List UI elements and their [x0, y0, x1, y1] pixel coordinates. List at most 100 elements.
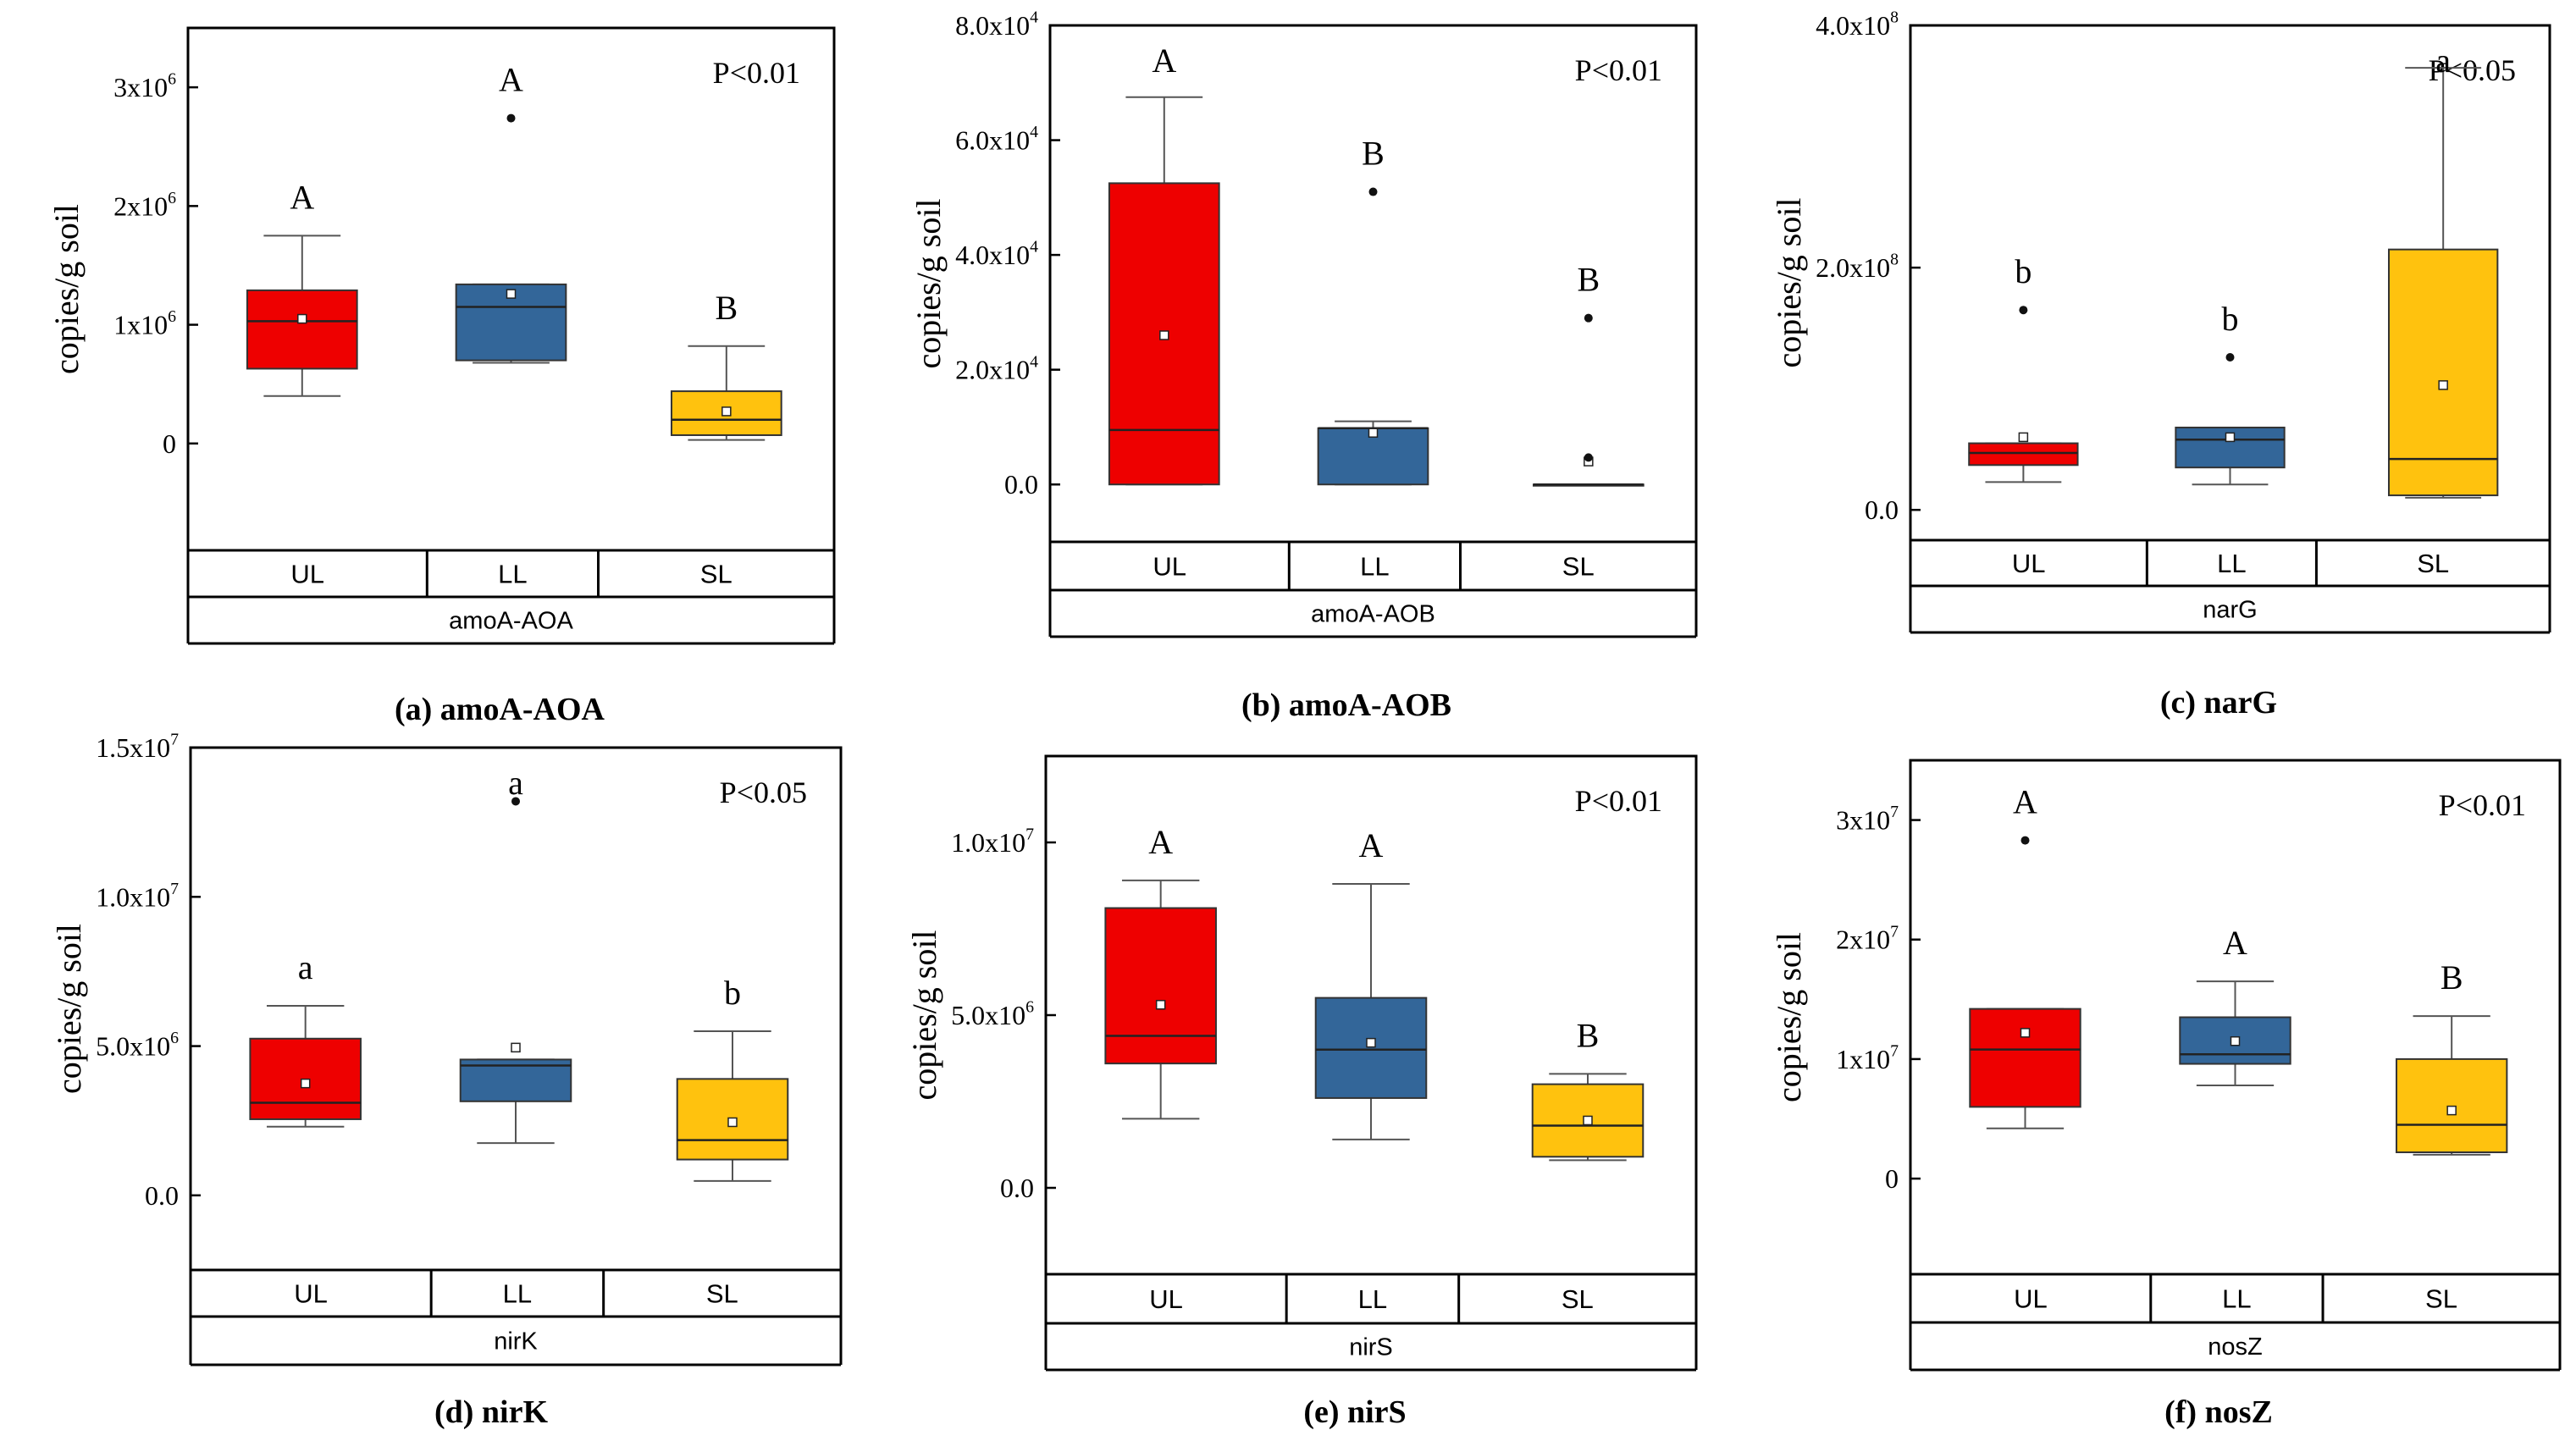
- significance-letter: b: [2222, 300, 2239, 338]
- panel-amoA-AOA: 0 1x106 2x106 3x106 copies/g soil P<0.01 A A B UL…: [47, 26, 836, 727]
- y-tick-label: 0.0: [145, 1180, 179, 1211]
- box-UL: A: [246, 178, 358, 397]
- group-label-UL: UL: [1149, 1284, 1183, 1314]
- group-label-UL: UL: [2012, 549, 2046, 578]
- outlier-point: [1584, 313, 1593, 323]
- mean-marker: [1583, 1115, 1593, 1126]
- group-label-LL: LL: [503, 1279, 532, 1309]
- box-SL: a: [2387, 41, 2499, 499]
- y-tick-label: 2.0x104: [955, 352, 1038, 384]
- group-label-LL: LL: [2217, 549, 2246, 578]
- y-tick-label: 5.0x106: [951, 998, 1034, 1030]
- mean-marker: [1155, 1000, 1166, 1010]
- panel-caption: (b) amoA-AOB: [1241, 687, 1451, 723]
- box-UL: A: [1969, 783, 2081, 1129]
- box-LL: b: [2175, 300, 2286, 486]
- significance-letter: a: [298, 948, 313, 986]
- gene-label: nirK: [494, 1328, 538, 1355]
- y-tick-label: 2x107: [1836, 922, 1899, 954]
- mean-marker: [511, 1042, 521, 1053]
- group-label-SL: SL: [700, 560, 732, 589]
- box-body: [1104, 907, 1217, 1065]
- panel-caption: (e) nirS: [1303, 1394, 1406, 1430]
- box-LL: a: [459, 764, 572, 1145]
- box-SL: B: [1532, 261, 1645, 487]
- panel-caption: (f) nosZ: [2164, 1394, 2273, 1430]
- y-tick-label: 0.0: [1865, 494, 1899, 525]
- mean-marker: [1159, 330, 1169, 340]
- panel-amoA-AOB: 0.0 2.0x104 4.0x104 6.0x104 8.0x104 copies/g …: [909, 8, 1698, 723]
- group-label-LL: LL: [2222, 1284, 2251, 1314]
- mean-marker: [2230, 1035, 2241, 1046]
- outlier-point: [506, 113, 516, 123]
- panel-caption: (a) amoA-AOA: [395, 692, 605, 727]
- mean-marker: [727, 1117, 738, 1128]
- group-label-SL: SL: [706, 1279, 738, 1309]
- p-value-label: P<0.01: [1575, 784, 1662, 818]
- box-UL: b: [1968, 252, 2079, 483]
- y-axis-title: copies/g soil: [47, 204, 86, 374]
- significance-letter: b: [724, 974, 741, 1012]
- mean-marker: [300, 1078, 311, 1089]
- y-tick-label: 1.5x107: [96, 731, 179, 763]
- box-SL: B: [1531, 1016, 1645, 1162]
- outlier-point: [1584, 453, 1593, 462]
- y-axis-title: copies/g soil: [50, 924, 88, 1094]
- outlier-point: [2225, 352, 2235, 362]
- significance-letter: b: [2015, 252, 2032, 290]
- y-tick-label: 0.0: [1000, 1173, 1034, 1203]
- significance-letter: A: [290, 178, 314, 216]
- gene-label: nosZ: [2208, 1333, 2262, 1361]
- group-label-UL: UL: [294, 1279, 328, 1309]
- gene-label: amoA-AOB: [1311, 601, 1435, 628]
- box-LL: A: [2179, 924, 2291, 1086]
- y-tick-label: 1.0x107: [951, 825, 1034, 858]
- p-value-label: P<0.05: [720, 776, 807, 809]
- p-value-label: P<0.01: [2439, 788, 2526, 822]
- plot-frame: [1909, 24, 2551, 542]
- mean-marker: [2020, 1028, 2031, 1038]
- significance-letter: A: [2013, 783, 2037, 821]
- y-axis-title: copies/g soil: [1770, 932, 1808, 1102]
- group-label-UL: UL: [2014, 1284, 2048, 1314]
- outlier-point: [2019, 306, 2028, 315]
- box-SL: B: [2395, 958, 2508, 1156]
- plot-frame: [186, 26, 836, 552]
- group-label-SL: SL: [1562, 1284, 1594, 1314]
- gene-label: nirS: [1349, 1334, 1393, 1361]
- y-tick-label: 0: [1885, 1163, 1899, 1194]
- y-tick-label: 1x107: [1836, 1042, 1899, 1074]
- y-tick-label: 6.0x104: [955, 123, 1038, 155]
- p-value-label: P<0.01: [1575, 53, 1662, 87]
- panel-nosZ: 0 1x107 2x107 3x107 copies/g soil P<0.01 A A B UL…: [1770, 759, 2562, 1430]
- y-tick-label: 2.0x108: [1816, 251, 1899, 283]
- significance-letter: a: [508, 764, 523, 802]
- y-tick-label: 4.0x108: [1816, 8, 1899, 41]
- y-axis-title: copies/g soil: [905, 930, 943, 1100]
- group-label-UL: UL: [1153, 552, 1186, 582]
- mean-marker: [2446, 1105, 2457, 1116]
- significance-letter: B: [2441, 958, 2463, 997]
- box-body: [2387, 248, 2499, 497]
- mean-marker: [2438, 380, 2448, 390]
- box-body: [246, 289, 358, 370]
- box-LL: B: [1317, 135, 1429, 486]
- group-label-LL: LL: [498, 560, 527, 589]
- mean-marker: [2225, 432, 2236, 443]
- group-label-SL: SL: [2425, 1284, 2457, 1314]
- panel-caption: (d) nirK: [434, 1394, 549, 1430]
- box-UL: A: [1104, 823, 1217, 1120]
- box-SL: b: [676, 974, 789, 1182]
- mean-marker: [506, 289, 517, 299]
- group-label-LL: LL: [1360, 552, 1389, 582]
- box-body: [1968, 442, 2079, 467]
- significance-letter: B: [1577, 1016, 1600, 1054]
- box-UL: a: [249, 948, 362, 1128]
- y-tick-label: 3x106: [113, 70, 176, 102]
- group-label-SL: SL: [1562, 552, 1595, 582]
- significance-letter: B: [1362, 135, 1385, 173]
- y-tick-label: 1.0x107: [96, 880, 179, 912]
- y-tick-label: 5.0x106: [96, 1029, 179, 1061]
